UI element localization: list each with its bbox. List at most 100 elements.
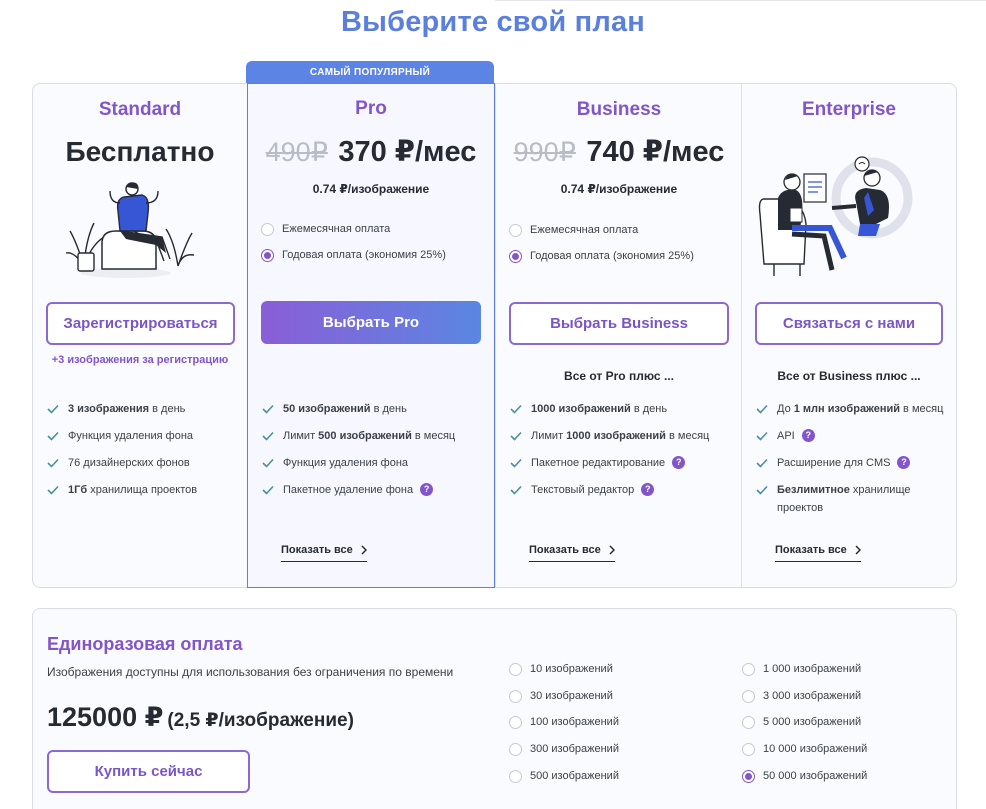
- radio-selected-icon[interactable]: [509, 249, 522, 263]
- onetime-per-image: (2,5 ₽/изображение): [167, 710, 354, 731]
- radio-icon[interactable]: [509, 662, 522, 676]
- quantity-option[interactable]: 5 000 изображений: [742, 713, 861, 731]
- quantity-option[interactable]: 10 изображений: [509, 660, 613, 678]
- old-price: 990₽: [513, 137, 576, 167]
- radio-icon[interactable]: [509, 689, 522, 703]
- yearly-option[interactable]: Годовая оплата (экономия 25%): [261, 246, 446, 264]
- check-icon: [756, 454, 770, 472]
- contact-us-button[interactable]: Связаться с нами: [755, 302, 943, 345]
- per-image-price: 0.74 ₽/изображение: [312, 182, 430, 196]
- quantity-option[interactable]: 500 изображений: [509, 767, 619, 785]
- bonus-text: +3 изображения за регистрацию: [51, 354, 229, 366]
- plan-price: Бесплатно: [65, 136, 215, 167]
- quantity-option[interactable]: 300 изображений: [509, 740, 619, 758]
- all-from-text: Все от Business плюс ...: [777, 369, 921, 383]
- plan-pro: Pro 490₽ 370 ₽/мес 0.74 ₽/изображение Еж…: [247, 83, 495, 588]
- feature-item: Лимит 1000 изображений в месяц: [510, 427, 734, 445]
- quantity-option-selected[interactable]: 50 000 изображений: [742, 767, 867, 785]
- radio-selected-icon[interactable]: [261, 248, 274, 262]
- chevron-right-icon: [855, 545, 861, 555]
- feature-item: Расширение для CMS?: [756, 454, 948, 472]
- plan-name: Business: [576, 99, 662, 120]
- price-row: 490₽ 370 ₽/мес: [248, 134, 494, 169]
- yearly-option[interactable]: Годовая оплата (экономия 25%): [509, 247, 694, 265]
- show-all-link[interactable]: Показать все: [529, 544, 615, 562]
- check-icon: [47, 454, 61, 472]
- question-icon[interactable]: ?: [672, 455, 686, 469]
- page-title: Выберите свой план: [340, 6, 646, 38]
- check-icon: [510, 427, 524, 445]
- feature-item: Лимит 500 изображений в месяц: [262, 427, 486, 445]
- feature-item: 1000 изображений в день: [510, 400, 734, 418]
- feature-item: Функция удаления фона: [262, 454, 486, 472]
- choose-business-button[interactable]: Выбрать Business: [509, 302, 729, 345]
- all-from-text: Все от Pro плюс ...: [564, 369, 674, 383]
- register-button[interactable]: Зарегистрироваться: [46, 302, 235, 345]
- question-icon[interactable]: ?: [897, 455, 911, 469]
- show-all-link[interactable]: Показать все: [281, 544, 367, 562]
- question-icon[interactable]: ?: [801, 428, 815, 442]
- feature-item: Пакетное удаление фона?: [262, 481, 486, 499]
- feature-item: Функция удаления фона: [47, 427, 239, 445]
- feature-list: 50 изображений в день Лимит 500 изображе…: [262, 400, 486, 508]
- check-icon: [756, 481, 770, 499]
- question-icon[interactable]: ?: [420, 482, 434, 496]
- check-icon: [510, 454, 524, 472]
- feature-item: 1Гб хранилища проектов: [47, 481, 239, 499]
- new-price: 370 ₽/мес: [338, 136, 477, 168]
- radio-icon[interactable]: [509, 769, 522, 783]
- show-all-link[interactable]: Показать все: [775, 544, 861, 562]
- quantity-option[interactable]: 10 000 изображений: [742, 740, 867, 758]
- quantity-option[interactable]: 100 изображений: [509, 713, 619, 731]
- radio-icon[interactable]: [742, 715, 755, 729]
- radio-selected-icon[interactable]: [742, 769, 755, 783]
- quantity-option[interactable]: 1 000 изображений: [742, 660, 861, 678]
- plan-name: Pro: [355, 98, 387, 119]
- feature-list: До 1 млн изображений в месяц API? Расшир…: [756, 400, 948, 526]
- business-meeting-illustration: [758, 156, 913, 276]
- buy-now-button[interactable]: Купить сейчас: [47, 750, 250, 793]
- check-icon: [47, 481, 61, 499]
- onetime-payment-section: Единоразовая оплата Изображения доступны…: [32, 608, 957, 809]
- monthly-option[interactable]: Ежемесячная оплата: [261, 220, 390, 238]
- popular-badge: САМЫЙ ПОПУЛЯРНЫЙ: [246, 61, 494, 83]
- radio-icon[interactable]: [261, 222, 274, 236]
- feature-item: 76 дизайнерских фонов: [47, 454, 239, 472]
- plan-standard: Standard Бесплатно Зарегистрироваться +3…: [33, 84, 247, 587]
- chevron-right-icon: [609, 545, 615, 555]
- check-icon: [510, 481, 524, 499]
- choose-pro-button[interactable]: Выбрать Pro: [261, 301, 481, 344]
- feature-item: 3 изображения в день: [47, 400, 239, 418]
- feature-item: Безлимитное хранилище проектов: [756, 481, 948, 517]
- check-icon: [262, 400, 276, 418]
- onetime-description: Изображения доступны для использования б…: [47, 665, 454, 679]
- check-icon: [262, 454, 276, 472]
- plan-business: Business 990₽ 740 ₽/мес 0.74 ₽/изображен…: [495, 84, 742, 587]
- monthly-option[interactable]: Ежемесячная оплата: [509, 221, 638, 239]
- new-price: 740 ₽/мес: [586, 136, 725, 168]
- radio-icon[interactable]: [742, 689, 755, 703]
- question-icon[interactable]: ?: [641, 482, 655, 496]
- old-price: 490₽: [265, 137, 328, 167]
- check-icon: [47, 400, 61, 418]
- feature-item: API?: [756, 427, 948, 445]
- radio-icon[interactable]: [742, 662, 755, 676]
- plan-enterprise: Enterprise Связаться с нами Все от Busin…: [741, 84, 956, 587]
- check-icon: [262, 427, 276, 445]
- check-icon: [47, 427, 61, 445]
- quantity-option[interactable]: 30 изображений: [509, 687, 613, 705]
- price-row: 990₽ 740 ₽/мес: [496, 134, 742, 169]
- radio-icon[interactable]: [509, 715, 522, 729]
- radio-icon[interactable]: [509, 742, 522, 756]
- check-icon: [262, 481, 276, 499]
- check-icon: [756, 400, 770, 418]
- quantity-option[interactable]: 3 000 изображений: [742, 687, 861, 705]
- radio-icon[interactable]: [742, 742, 755, 756]
- radio-icon[interactable]: [509, 223, 522, 237]
- check-icon: [510, 400, 524, 418]
- feature-item: 50 изображений в день: [262, 400, 486, 418]
- check-icon: [756, 427, 770, 445]
- onetime-title: Единоразовая оплата: [47, 634, 243, 654]
- feature-item: Пакетное редактирование?: [510, 454, 734, 472]
- onetime-price: 125000 ₽ (2,5 ₽/изображение): [47, 702, 354, 732]
